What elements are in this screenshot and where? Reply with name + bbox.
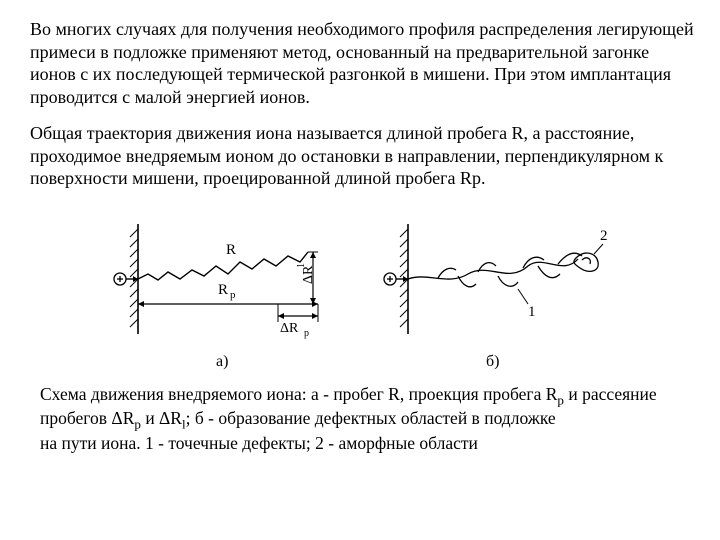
svg-text:ΔR: ΔR xyxy=(280,321,299,336)
caption-line-3: на пути иона. 1 - точечные дефекты; 2 - … xyxy=(40,433,696,455)
svg-text:2: 2 xyxy=(600,228,608,244)
svg-text:1: 1 xyxy=(296,263,307,268)
paragraph-2: Общая траектория движения иона называетс… xyxy=(30,122,696,190)
caption-line-1: Схема движения внедряемого иона: а - про… xyxy=(40,384,696,409)
ion-motion-figure: R R p ΔR 1 xyxy=(108,204,618,374)
figure-caption: Схема движения внедряемого иона: а - про… xyxy=(30,384,696,456)
svg-text:R: R xyxy=(226,242,236,258)
figure-container: R R p ΔR 1 xyxy=(30,204,696,374)
slide-page: Во многих случаях для получения необходи… xyxy=(0,0,720,540)
svg-text:R: R xyxy=(218,282,228,298)
paragraph-1: Во многих случаях для получения необходи… xyxy=(30,18,696,108)
panel-a: R R p ΔR 1 xyxy=(114,224,318,370)
svg-text:p: p xyxy=(230,289,236,301)
svg-text:1: 1 xyxy=(528,304,536,320)
svg-text:p: p xyxy=(304,328,309,339)
svg-text:а): а) xyxy=(216,353,228,370)
svg-text:б): б) xyxy=(486,353,499,370)
caption-line-2: пробегов ΔRp и ΔRl; б - образование дефе… xyxy=(40,408,696,433)
panel-b: 1 2 б) xyxy=(384,224,608,370)
